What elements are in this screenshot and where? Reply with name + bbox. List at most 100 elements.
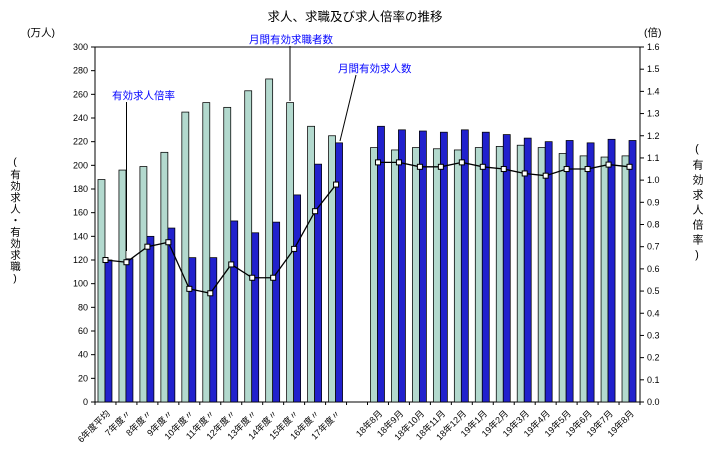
bar-jobopenings bbox=[167, 227, 176, 403]
bar-jobseekers bbox=[286, 102, 295, 403]
left-axis-tick-label: 260 bbox=[73, 89, 88, 99]
left-axis-tick-label: 160 bbox=[73, 208, 88, 218]
ratio-marker bbox=[270, 274, 277, 281]
ratio-marker bbox=[333, 181, 340, 188]
bar-jobseekers bbox=[244, 90, 253, 403]
ratio-marker bbox=[500, 166, 507, 173]
ratio-marker bbox=[521, 170, 528, 177]
bar-jobseekers bbox=[516, 144, 525, 403]
left-axis-title: (有効求人・有効求職) bbox=[9, 156, 21, 286]
bar-jobopenings bbox=[544, 141, 553, 403]
x-axis-label: 6年度平均 bbox=[75, 408, 112, 445]
plot-border bbox=[94, 46, 641, 403]
right-axis-tick-label: 0.9 bbox=[647, 197, 660, 207]
right-axis-tick-label: 1.2 bbox=[647, 131, 660, 141]
bar-jobseekers bbox=[370, 147, 378, 403]
ratio-marker bbox=[395, 159, 402, 166]
bar-jobseekers bbox=[432, 148, 441, 403]
right-axis-tick-label: 1.5 bbox=[647, 64, 660, 74]
bar-jobopenings bbox=[104, 259, 113, 403]
left-axis-tick-label: 100 bbox=[73, 279, 88, 289]
ratio-line bbox=[105, 184, 337, 295]
ratio-marker bbox=[312, 208, 319, 215]
bar-jobopenings bbox=[293, 194, 302, 403]
bar-jobseekers bbox=[579, 155, 588, 403]
ratio-marker bbox=[605, 161, 612, 168]
ratio-marker bbox=[374, 159, 381, 166]
bar-jobseekers bbox=[391, 149, 399, 403]
bar-jobopenings bbox=[565, 140, 574, 403]
bar-jobseekers bbox=[495, 146, 504, 403]
ratio-marker bbox=[249, 274, 256, 281]
left-axis-tick-label: 300 bbox=[73, 42, 88, 52]
left-axis-tick-label: 220 bbox=[73, 137, 88, 147]
ratio-marker bbox=[437, 163, 444, 170]
right-axis-tick-label: 1.4 bbox=[647, 86, 660, 96]
right-axis-tick-label: 0.0 bbox=[647, 397, 660, 407]
bar-jobseekers bbox=[600, 156, 609, 403]
bar-jobseekers bbox=[223, 106, 232, 403]
bar-jobopenings bbox=[502, 134, 511, 403]
right-axis-tick-label: 0.5 bbox=[647, 286, 660, 296]
bar-jobseekers bbox=[139, 166, 148, 403]
right-axis-tick-label: 0.8 bbox=[647, 220, 660, 230]
ratio-marker bbox=[542, 172, 549, 179]
bar-jobseekers bbox=[558, 153, 567, 403]
left-axis-tick-label: 40 bbox=[78, 350, 88, 360]
bar-jobopenings bbox=[209, 257, 218, 403]
ratio-marker bbox=[416, 163, 423, 170]
bar-jobopenings bbox=[146, 235, 155, 403]
right-axis-tick-label: 1.6 bbox=[647, 42, 660, 52]
bar-jobopenings bbox=[419, 130, 427, 403]
bar-jobseekers bbox=[328, 135, 336, 403]
right-axis-tick-label: 0.6 bbox=[647, 264, 660, 274]
bar-jobseekers bbox=[537, 147, 546, 403]
bar-jobopenings bbox=[398, 129, 406, 403]
left-axis-tick-label: 140 bbox=[73, 231, 88, 241]
bar-jobseekers bbox=[181, 111, 190, 403]
bar-jobseekers bbox=[621, 155, 630, 403]
left-axis-unit: (万人) bbox=[27, 27, 55, 39]
ratio-marker bbox=[165, 239, 172, 246]
bar-jobopenings bbox=[251, 232, 260, 403]
bar-jobseekers bbox=[412, 147, 420, 403]
jobopenings-series-label: 月間有効求人数 bbox=[338, 63, 412, 75]
bar-jobseekers bbox=[118, 169, 127, 403]
ratio-marker bbox=[228, 261, 235, 268]
left-axis-tick-label: 80 bbox=[78, 302, 88, 312]
bar-jobseekers bbox=[453, 149, 462, 403]
bar-jobopenings bbox=[188, 257, 197, 403]
ratio-marker bbox=[291, 245, 298, 252]
left-axis-tick-label: 240 bbox=[73, 113, 88, 123]
bar-jobopenings bbox=[481, 131, 490, 403]
left-axis-tick-label: 120 bbox=[73, 255, 88, 265]
right-axis-tick-label: 0.3 bbox=[647, 330, 660, 340]
left-axis-tick-label: 180 bbox=[73, 184, 88, 194]
left-axis-tick-label: 280 bbox=[73, 66, 88, 76]
bar-jobseekers bbox=[265, 78, 274, 403]
bar-jobopenings bbox=[628, 140, 637, 403]
bar-jobopenings bbox=[125, 258, 134, 403]
bar-jobopenings bbox=[586, 142, 595, 403]
left-axis-tick-label: 20 bbox=[78, 373, 88, 383]
right-axis-unit: (倍) bbox=[644, 27, 662, 39]
bar-jobseekers bbox=[160, 151, 169, 403]
bar-jobopenings bbox=[439, 131, 448, 403]
ratio-marker bbox=[186, 285, 193, 292]
ratio-marker bbox=[144, 243, 151, 250]
ratio-marker bbox=[479, 163, 486, 170]
ratio-marker bbox=[626, 163, 633, 170]
right-axis-tick-label: 1.0 bbox=[647, 175, 660, 185]
ratio-marker bbox=[458, 159, 465, 166]
ratio-marker bbox=[584, 166, 591, 173]
chart-title: 求人、求職及び求人倍率の推移 bbox=[267, 10, 443, 24]
bar-jobopenings bbox=[523, 137, 532, 403]
right-axis-tick-label: 0.1 bbox=[647, 375, 660, 385]
right-axis-tick-label: 0.4 bbox=[647, 308, 660, 318]
bar-jobopenings bbox=[607, 138, 616, 403]
bar-jobopenings bbox=[335, 142, 343, 403]
right-axis-tick-label: 0.7 bbox=[647, 242, 660, 252]
right-axis-tick-label: 1.3 bbox=[647, 109, 660, 119]
